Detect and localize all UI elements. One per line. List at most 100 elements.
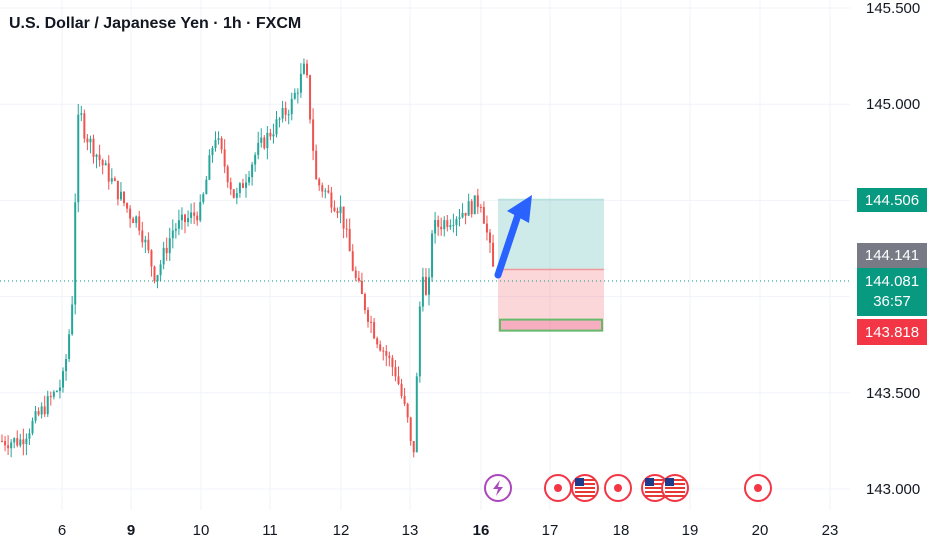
flag-stripe [665,479,685,481]
arrow-shaft [494,208,523,279]
candle-body-down [184,214,186,223]
candle-body-down [147,239,150,251]
price-axis[interactable]: 145.500 145.000 143.500 143.000 [866,0,920,498]
candle-body-up [281,107,284,119]
candle-body-up [287,114,290,116]
price-tick-label: 143.500 [866,385,920,402]
candle-body-up [211,148,214,156]
candle-body-up [257,142,260,155]
candle-body-up [159,264,162,276]
us-flag-icon[interactable] [571,474,599,502]
economic-events[interactable] [484,474,772,502]
candle-body-down [193,212,196,216]
candle-body-down [400,383,403,396]
candle-body-up [443,220,446,230]
candle-body-up [55,391,58,393]
flag-stripe [665,491,685,493]
flag-stripe [665,483,685,485]
candle-body-down [370,321,373,323]
candle-body-up [46,396,49,415]
candle-body-up [245,182,247,188]
candle-body-down [464,212,467,216]
us-flag-icon[interactable] [661,474,689,502]
candle-body-down [492,242,495,267]
candle-body-down [101,159,104,166]
candle-body-up [458,217,461,220]
flag-stripe [665,495,685,497]
flash-icon[interactable] [484,474,512,502]
candle-body-down [336,211,339,214]
flag-stripe [575,495,595,497]
candle-body-up [40,406,43,415]
candle-body-up [434,220,437,234]
flag-stripe [645,491,665,493]
event-dot-icon[interactable] [744,474,772,502]
candle-body-down [113,178,116,181]
candle-body-down [241,183,244,188]
time-tick-label: 16 [473,522,490,539]
candle-body-up [89,138,92,143]
candle-body-up [202,194,205,203]
candle-body-up [119,191,122,200]
candle-body-up [473,195,476,215]
last-price-value: 144.081 [864,273,920,290]
candle-body-up [144,239,147,243]
candle-body-up [180,214,183,221]
flag-stripe [575,487,595,489]
flag-stripe [575,479,595,481]
candle-body-down [126,203,129,209]
candle-body-up [95,154,98,157]
candle-body-up [278,118,281,120]
arrow-head-icon [507,195,532,223]
us-flag-icon[interactable] [641,474,669,502]
candle-body-up [65,358,68,372]
candle-body-down [226,166,229,183]
candle-body-down [440,226,443,230]
time-tick-label: 20 [752,522,769,539]
candle-body-down [116,180,119,200]
candle-body-up [208,155,211,180]
time-axis[interactable]: 6 9 10 11 12 13 16 17 18 19 20 23 [58,522,839,539]
candle-body-up [339,206,342,214]
candle-body-down [306,63,308,76]
candle-body-down [315,150,318,180]
candle-body-down [409,417,412,442]
candle-body-up [266,132,269,149]
candle-body-up [190,212,193,218]
candle-body-down [284,107,287,115]
flag-canton [645,478,654,486]
candle-body-up [13,438,16,443]
candle-body-down [363,294,366,311]
candle-body-down [476,195,479,207]
candle-body-down [437,220,440,227]
forecast-arrow[interactable] [494,195,532,279]
candle-body-down [223,149,226,167]
candle-body-up [77,114,80,203]
candle-body-down [37,411,40,415]
event-dot-icon[interactable] [604,474,632,502]
candle-body-down [132,218,135,224]
flag-stripe [575,491,595,493]
candle-body-down [345,228,348,230]
candle-body-down [403,395,406,404]
candle-body-down [232,189,235,198]
candle-body-down [367,310,369,322]
candle-body-up [104,163,107,166]
price-tick-label: 143.000 [866,481,920,498]
stop-price-badge: 143.818 [857,319,927,345]
price-tick-label: 145.500 [866,0,920,17]
candle-body-down [141,230,144,243]
candle-body-up [302,63,305,74]
candle-body-down [489,232,491,243]
event-dot-icon[interactable] [544,474,572,502]
candle-body-down [412,441,415,453]
candle-body-up [171,230,174,239]
candle-body-down [357,277,360,281]
candle-body-up [28,433,31,439]
candle-body-down [98,154,101,160]
candle-body-up [177,220,180,229]
candle-body-down [373,322,376,339]
time-tick-label: 23 [822,522,839,539]
